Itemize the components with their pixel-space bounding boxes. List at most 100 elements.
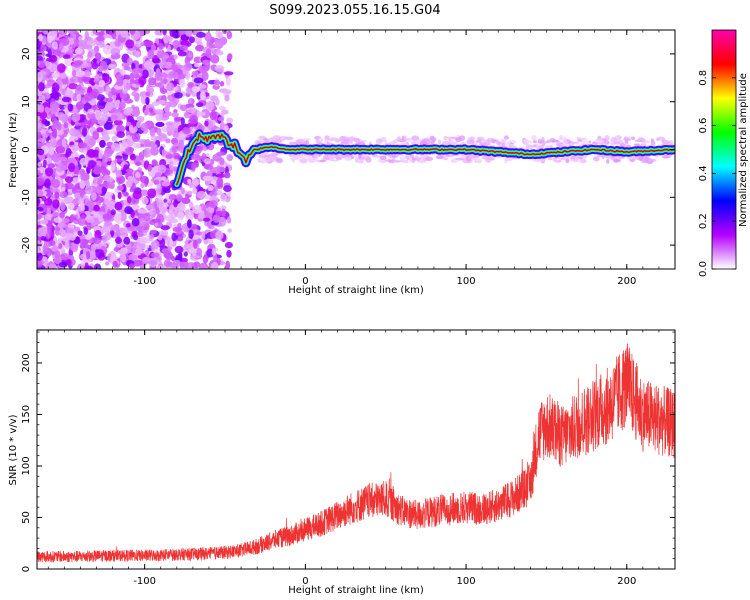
noise-blob [313,154,319,158]
noise-blob [131,91,137,97]
noise-blob [177,251,183,261]
noise-blob [191,86,201,93]
noise-blob [52,121,60,127]
noise-blob [210,36,215,44]
y-tick-label: 200 [21,353,32,372]
noise-blob [656,136,666,141]
noise-blob [37,161,42,167]
noise-blob [37,148,45,156]
noise-blob [489,144,494,147]
noise-blob [59,191,68,199]
noise-blob [209,110,218,121]
noise-blob [147,188,157,199]
noise-blob [661,155,670,159]
noise-blob [96,35,105,42]
noise-blob [633,143,641,146]
noise-blob [61,248,66,255]
noise-blob [201,71,209,81]
noise-blob [107,63,117,70]
noise-blob [116,131,126,139]
noise-blob [161,149,166,156]
noise-blob [215,230,224,240]
noise-blob [179,44,188,51]
noise-blob [156,127,162,136]
colorbar: 0.0 0.2 0.4 0.6 0.8 Normalized spectral ampl… [698,29,749,277]
noise-blob [380,136,387,140]
noise-blob [129,153,136,161]
noise-blob [114,202,123,211]
noise-blob [226,30,233,40]
noise-blob [102,181,110,188]
noise-blob [47,31,57,37]
noise-blob [38,33,43,42]
noise-blob [174,92,183,99]
noise-blob [47,265,53,269]
noise-blob [257,158,262,163]
noise-blob [352,138,361,143]
noise-blob [168,70,179,79]
noise-blob [83,149,88,154]
noise-blob [119,252,125,263]
noise-blob [92,58,97,63]
noise-blob [71,186,77,194]
noise-blob [192,204,202,214]
noise-blob [78,142,88,149]
noise-blob [307,157,317,163]
noise-blob [102,74,110,84]
noise-blob [151,54,160,64]
noise-blob [103,133,109,141]
noise-blob [110,209,116,216]
noise-blob [148,257,158,267]
noise-blob [157,235,163,241]
noise-blob [102,213,113,221]
noise-blob [133,142,141,149]
snr-x-ticks: -100 0 100 200 [47,330,676,587]
noise-blob [81,77,91,82]
spectrogram-xlabel: Height of straight line (km) [288,285,424,296]
noise-blob [208,238,214,245]
noise-blob [71,112,81,123]
noise-blob [41,195,47,202]
noise-blob [87,50,93,58]
noise-blob [93,263,102,269]
noise-blob [108,184,115,189]
noise-blob [62,54,71,59]
noise-blob [48,145,55,156]
noise-blob [91,192,97,201]
noise-blob [184,56,191,65]
noise-blob [80,214,87,220]
noise-blob [52,199,60,209]
noise-blob [102,153,109,163]
noise-blob [157,265,168,269]
x-tick-label: 100 [457,576,476,587]
colorbar-tick-label: 0.0 [698,261,709,277]
noise-blob [293,156,301,160]
noise-blob [86,166,91,174]
colorbar-ticks: 0.0 0.2 0.4 0.6 0.8 [698,70,736,277]
noise-blob [300,158,308,164]
noise-blob [344,154,353,157]
noise-blob [160,225,170,231]
noise-blob [58,243,63,250]
noise-blob [151,101,160,107]
noise-blob [202,175,213,181]
noise-blob [154,71,164,82]
noise-blob [55,145,66,154]
noise-blob [191,178,200,186]
noise-blob [319,159,327,163]
noise-blob [194,63,201,68]
noise-blob [94,74,100,82]
noise-blob [47,34,53,44]
noise-blob [40,219,49,225]
noise-blob [188,182,194,189]
noise-blob [98,79,106,88]
noise-blob [195,247,203,256]
noise-blob [76,93,82,102]
noise-blob [198,65,207,74]
noise-blob [384,159,394,162]
noise-blob [58,212,65,219]
noise-blob [155,121,165,128]
noise-blob [37,227,44,238]
